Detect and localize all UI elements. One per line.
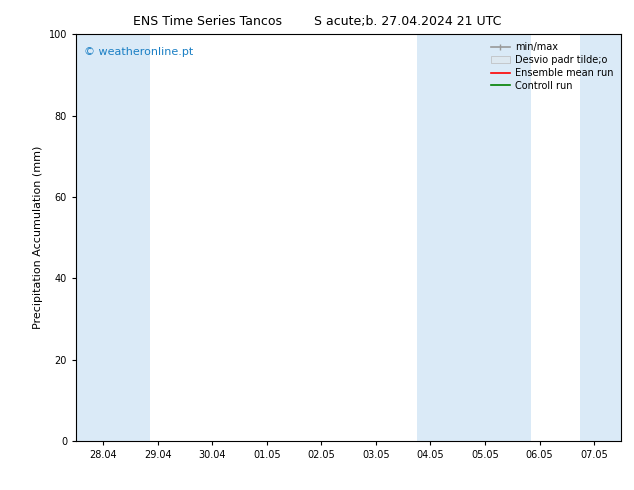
- Legend: min/max, Desvio padr tilde;o, Ensemble mean run, Controll run: min/max, Desvio padr tilde;o, Ensemble m…: [488, 39, 616, 94]
- Text: © weatheronline.pt: © weatheronline.pt: [84, 47, 193, 56]
- Bar: [76, 34, 150, 441]
- Y-axis label: Precipitation Accumulation (mm): Precipitation Accumulation (mm): [33, 146, 43, 329]
- Bar: [417, 34, 531, 441]
- Text: ENS Time Series Tancos        S acute;b. 27.04.2024 21 UTC: ENS Time Series Tancos S acute;b. 27.04.…: [133, 15, 501, 28]
- Bar: [580, 34, 621, 441]
